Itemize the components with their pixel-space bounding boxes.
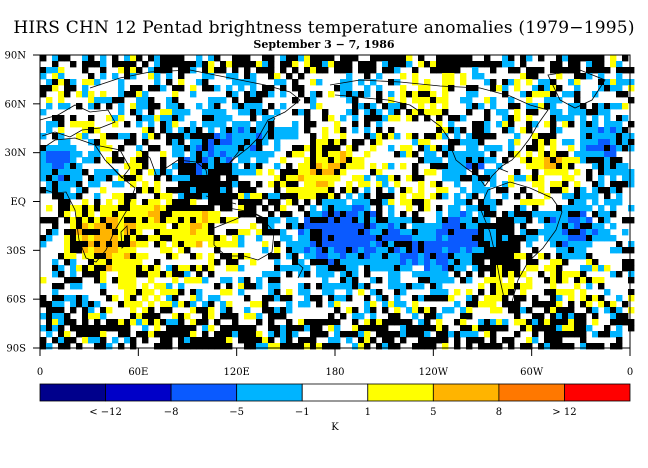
colorbar-swatch [564, 383, 631, 402]
longitude-label: 0 [37, 367, 43, 378]
chart-title: HIRS CHN 12 Pentad brightness temperatur… [13, 18, 635, 38]
latitude-label: EQ [11, 197, 27, 208]
colorbar-label: < −12 [89, 407, 122, 418]
longitude-label: 180 [325, 367, 344, 378]
colorbar-label: −1 [295, 407, 310, 418]
colorbar-label: −5 [229, 407, 244, 418]
latitude-label: 90N [5, 51, 27, 62]
latitude-label: 60S [6, 295, 26, 306]
colorbar-swatch [432, 383, 500, 402]
chart-subtitle: September 3 − 7, 1986 [253, 38, 395, 51]
colorbar-swatch [367, 383, 434, 402]
colorbar-swatch [301, 383, 369, 402]
colorbar-label: 8 [496, 407, 502, 418]
latitude-label: 30N [5, 148, 27, 159]
colorbar-label: > 12 [552, 407, 576, 418]
colorbar-swatch [105, 383, 172, 402]
longitude-label: 60W [520, 367, 544, 378]
colorbar-label: 5 [430, 407, 436, 418]
colorbar-swatch [498, 383, 565, 402]
longitude-label: 120W [419, 367, 449, 378]
latitude-label: 60N [5, 99, 27, 110]
longitude-label: 120E [223, 367, 249, 378]
latitude-label: 30S [6, 246, 26, 257]
colorbar-swatch [39, 383, 106, 402]
colorbar-label: −8 [164, 407, 179, 418]
latitude-label: 90S [6, 344, 26, 355]
anomaly-cells [40, 55, 635, 350]
colorbar [39, 383, 631, 402]
longitude-label: 60E [128, 367, 148, 378]
colorbar-label: 1 [365, 407, 371, 418]
colorbar-swatch [236, 383, 303, 402]
colorbar-unit: K [331, 422, 339, 433]
longitude-label: 0 [627, 367, 633, 378]
colorbar-swatch [170, 383, 238, 402]
coastlines [39, 69, 606, 303]
